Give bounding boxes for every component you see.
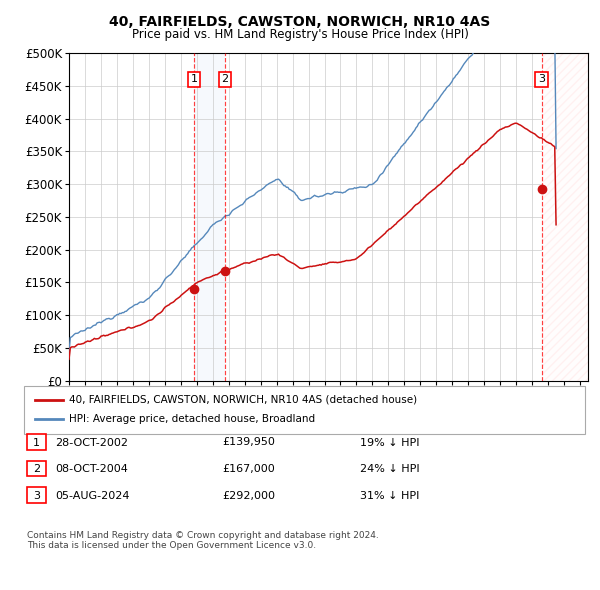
Text: 40, FAIRFIELDS, CAWSTON, NORWICH, NR10 4AS: 40, FAIRFIELDS, CAWSTON, NORWICH, NR10 4… <box>109 15 491 29</box>
Text: 3: 3 <box>33 491 40 500</box>
Bar <box>542 53 588 381</box>
Text: 40, FAIRFIELDS, CAWSTON, NORWICH, NR10 4AS (detached house): 40, FAIRFIELDS, CAWSTON, NORWICH, NR10 4… <box>69 395 417 405</box>
Text: HPI: Average price, detached house, Broadland: HPI: Average price, detached house, Broa… <box>69 415 315 424</box>
Text: 1: 1 <box>190 74 197 84</box>
Text: 2: 2 <box>33 464 40 474</box>
Text: £139,950: £139,950 <box>222 438 275 447</box>
Text: £292,000: £292,000 <box>222 491 275 500</box>
Text: Contains HM Land Registry data © Crown copyright and database right 2024.
This d: Contains HM Land Registry data © Crown c… <box>27 531 379 550</box>
Text: 08-OCT-2004: 08-OCT-2004 <box>55 464 128 474</box>
Text: 31% ↓ HPI: 31% ↓ HPI <box>360 491 419 500</box>
Text: 05-AUG-2024: 05-AUG-2024 <box>55 491 130 500</box>
Bar <box>542 53 588 381</box>
Bar <box>194 53 225 381</box>
Text: 19% ↓ HPI: 19% ↓ HPI <box>360 438 419 447</box>
Text: Price paid vs. HM Land Registry's House Price Index (HPI): Price paid vs. HM Land Registry's House … <box>131 28 469 41</box>
Bar <box>542 53 588 381</box>
Text: 28-OCT-2002: 28-OCT-2002 <box>55 438 128 447</box>
Text: 1: 1 <box>33 438 40 447</box>
Text: 3: 3 <box>538 74 545 84</box>
Text: 2: 2 <box>221 74 229 84</box>
Text: 24% ↓ HPI: 24% ↓ HPI <box>360 464 419 474</box>
Text: £167,000: £167,000 <box>222 464 275 474</box>
